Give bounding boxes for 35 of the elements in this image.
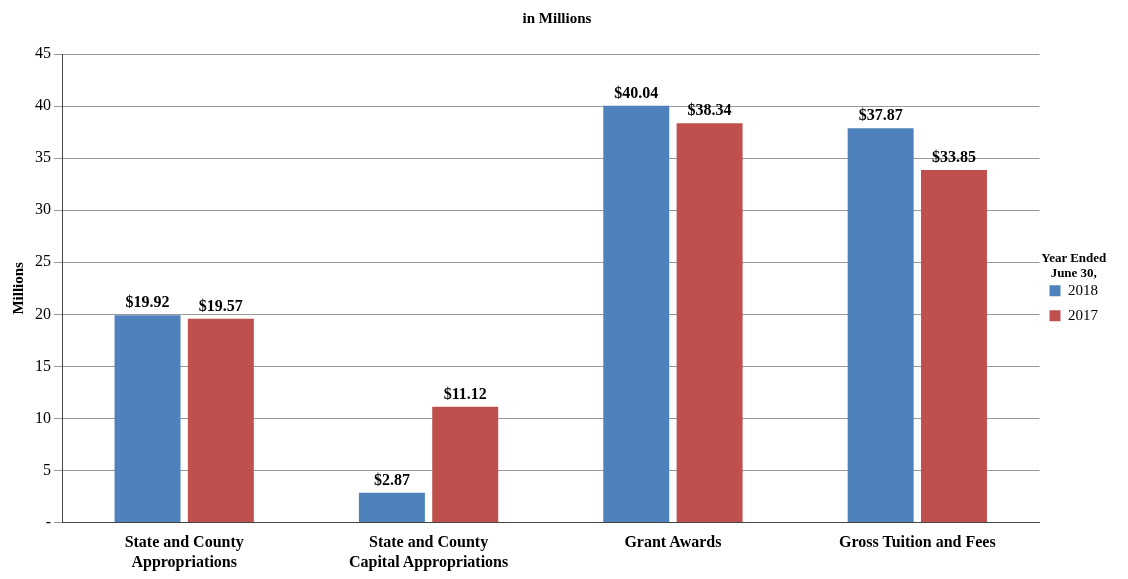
data-label: $19.92	[125, 293, 170, 311]
bar	[847, 128, 914, 523]
bar	[676, 123, 743, 523]
y-tick-label: 20	[35, 304, 51, 322]
y-tick-label: -	[45, 512, 51, 530]
y-tick-label: 30	[35, 200, 51, 218]
legend-title: Year Ended June 30,	[1041, 249, 1108, 281]
data-label: $2.87	[373, 470, 410, 488]
data-label: $37.87	[858, 106, 903, 124]
chart-title: in Millions	[522, 9, 592, 26]
x-tick-label: State and County Capital Appropriations	[348, 533, 509, 571]
x-tick-label: Grant Awards	[624, 533, 722, 551]
y-tick-label: 5	[43, 460, 51, 478]
bar	[114, 315, 181, 523]
bar	[358, 492, 425, 523]
y-axis-title: Millions	[9, 261, 26, 315]
bar	[187, 318, 254, 523]
data-label: $11.12	[443, 384, 487, 402]
legend-label: 2017	[1068, 306, 1099, 323]
y-tick-label: 25	[35, 252, 51, 270]
y-tick-label: 45	[35, 44, 51, 62]
y-tick-label: 40	[35, 96, 51, 114]
data-label: $19.57	[198, 296, 243, 314]
x-tick-label: Gross Tuition and Fees	[838, 533, 996, 551]
y-tick-label: 35	[35, 148, 51, 166]
x-tick-label: State and County Appropriations	[124, 533, 244, 571]
bar	[603, 105, 670, 523]
y-tick-label: 10	[35, 408, 51, 426]
data-label: $33.85	[931, 148, 976, 166]
legend-label: 2018	[1068, 281, 1098, 298]
data-label: $40.04	[614, 83, 659, 101]
y-tick-label: 15	[35, 356, 51, 374]
bar	[920, 170, 987, 523]
data-label: $38.34	[687, 101, 732, 119]
bar	[432, 406, 499, 523]
